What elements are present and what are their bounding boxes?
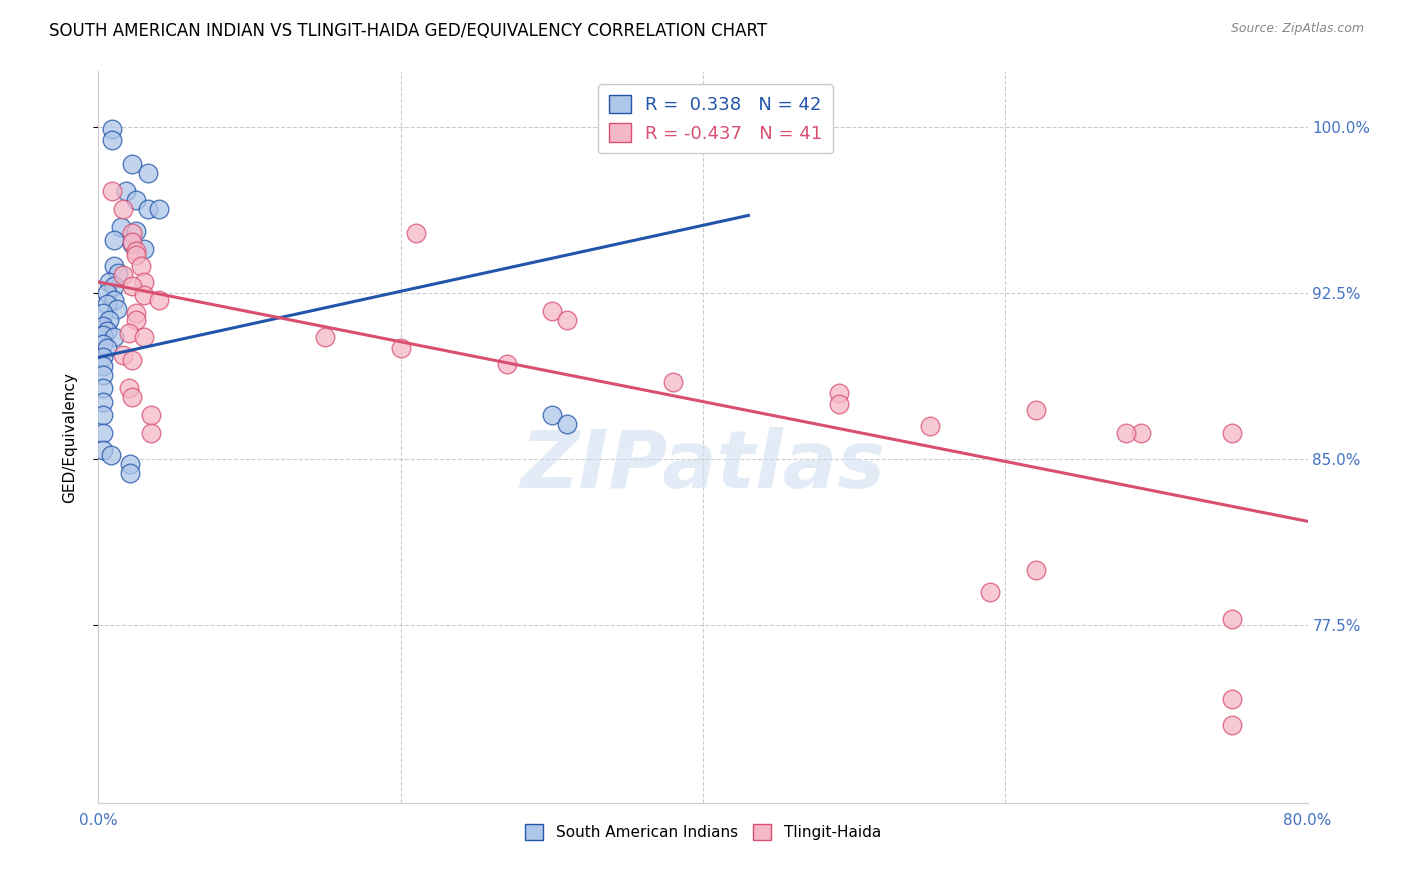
Point [121, 226, 143, 240]
Point [132, 330, 155, 344]
Point [125, 244, 148, 258]
Point [125, 193, 148, 207]
Text: SOUTH AMERICAN INDIAN VS TLINGIT-HAIDA GED/EQUIVALENCY CORRELATION CHART: SOUTH AMERICAN INDIAN VS TLINGIT-HAIDA G… [49, 22, 768, 40]
Point [661, 375, 683, 389]
Point [555, 417, 578, 431]
Point [136, 166, 159, 180]
Point [1220, 612, 1243, 626]
Point [118, 326, 141, 340]
Point [121, 157, 143, 171]
Point [125, 224, 148, 238]
Point [101, 184, 124, 198]
Point [118, 381, 141, 395]
Point [125, 312, 148, 326]
Point [121, 279, 143, 293]
Point [111, 202, 134, 216]
Point [555, 312, 578, 326]
Point [129, 260, 152, 274]
Point [91, 368, 114, 382]
Point [136, 202, 159, 216]
Point [120, 457, 142, 471]
Point [96, 285, 118, 300]
Point [389, 342, 412, 356]
Point [120, 466, 142, 480]
Point [1024, 403, 1046, 417]
Point [1220, 718, 1243, 732]
Point [125, 306, 148, 320]
Point [314, 330, 336, 344]
Text: Source: ZipAtlas.com: Source: ZipAtlas.com [1230, 22, 1364, 36]
Point [148, 293, 170, 307]
Point [103, 233, 125, 247]
Point [91, 443, 114, 458]
Point [107, 266, 129, 280]
Point [121, 237, 143, 252]
Legend: South American Indians, Tlingit-Haida: South American Indians, Tlingit-Haida [519, 818, 887, 847]
Point [1220, 425, 1243, 440]
Point [125, 248, 148, 262]
Point [96, 297, 118, 311]
Point [91, 306, 114, 320]
Point [114, 184, 136, 198]
Point [540, 303, 562, 318]
Point [141, 408, 163, 422]
Point [121, 390, 143, 404]
Point [96, 342, 118, 356]
Point [540, 408, 562, 422]
Point [121, 352, 143, 367]
Point [91, 408, 114, 422]
Point [103, 260, 125, 274]
Point [132, 275, 155, 289]
Point [91, 359, 114, 373]
Point [96, 324, 118, 338]
Point [132, 242, 155, 256]
Point [121, 235, 143, 249]
Y-axis label: GED/Equivalency: GED/Equivalency [63, 372, 77, 502]
Point [103, 293, 125, 307]
Point [103, 279, 125, 293]
Text: ZIPatlas: ZIPatlas [520, 427, 886, 506]
Point [100, 448, 122, 462]
Point [111, 348, 134, 362]
Point [405, 226, 427, 240]
Point [828, 385, 851, 400]
Point [1024, 563, 1046, 577]
Point [1220, 691, 1243, 706]
Point [141, 425, 163, 440]
Point [91, 351, 114, 365]
Point [98, 275, 121, 289]
Point [1115, 425, 1137, 440]
Point [91, 381, 114, 395]
Point [91, 394, 114, 409]
Point [103, 330, 125, 344]
Point [918, 419, 941, 434]
Point [91, 337, 114, 351]
Point [148, 202, 170, 216]
Point [110, 219, 132, 234]
Point [495, 357, 517, 371]
Point [91, 319, 114, 334]
Point [98, 312, 121, 326]
Point [91, 425, 114, 440]
Point [101, 122, 124, 136]
Point [101, 133, 124, 147]
Point [105, 301, 128, 316]
Point [828, 397, 851, 411]
Point [91, 328, 114, 343]
Point [111, 268, 134, 283]
Point [979, 585, 1001, 599]
Point [1130, 425, 1153, 440]
Point [132, 288, 155, 302]
